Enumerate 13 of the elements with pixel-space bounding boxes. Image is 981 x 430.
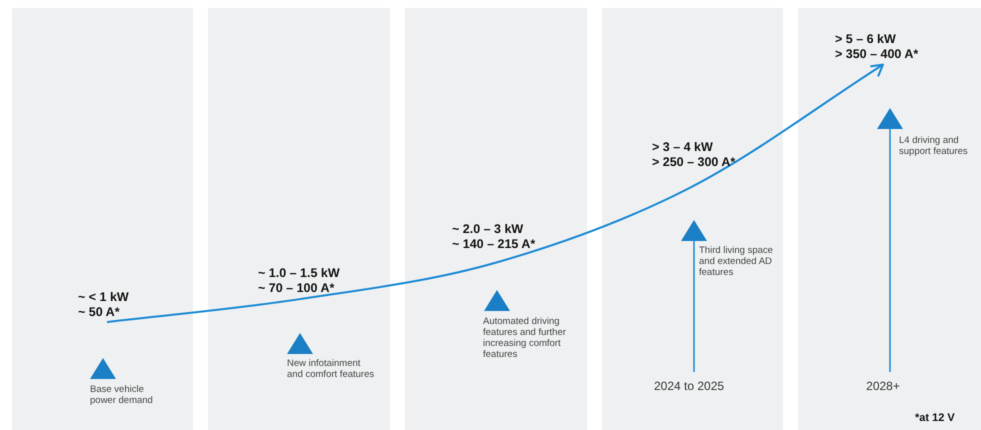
- annotation: ~ 1.0 – 1.5 kW ~ 70 – 100 A*: [258, 266, 340, 296]
- x-tick-label: 2028+: [866, 379, 900, 394]
- annotation: Automated driving features and further increasing comfort features: [483, 316, 566, 360]
- annotation: Third living space and extended AD features: [699, 245, 773, 278]
- text: New infotainment and comfort features: [287, 358, 374, 380]
- annotation: ~ 2.0 – 3 kW ~ 140 – 215 A*: [452, 222, 536, 252]
- text: > 5 – 6 kW > 350 – 400 A*: [835, 32, 918, 62]
- text: *at 12 V: [915, 412, 955, 424]
- annotation: L4 driving and support features: [899, 135, 968, 157]
- text: Base vehicle power demand: [90, 384, 153, 406]
- annotation: ~ < 1 kW ~ 50 A*: [78, 290, 129, 320]
- annotation: > 3 – 4 kW > 250 – 300 A*: [652, 140, 736, 170]
- x-tick-label: 2024 to 2025: [654, 379, 724, 394]
